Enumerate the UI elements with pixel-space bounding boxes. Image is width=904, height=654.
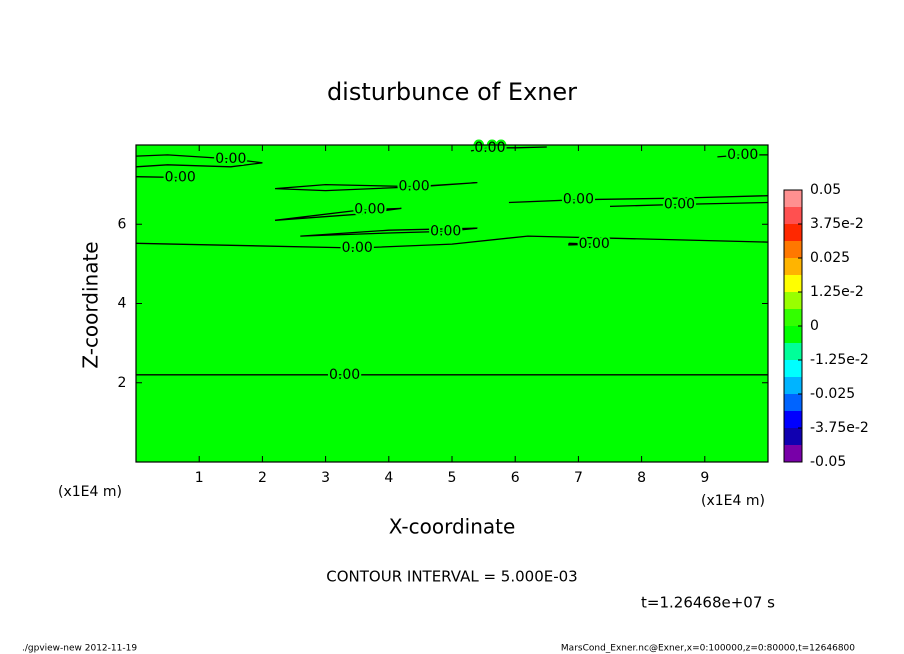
colorbar-band (784, 241, 802, 258)
chart-title: disturbunce of Exner (327, 78, 577, 106)
contour-line (508, 195, 769, 204)
contour-label: 0.00 (354, 202, 385, 218)
contour-label: 0.00 (727, 147, 758, 163)
y-tick-label: 4 (118, 296, 127, 312)
colorbar-band (784, 275, 802, 292)
x-tick-label: 1 (195, 470, 204, 486)
contour-label: 0.00 (563, 192, 594, 208)
contour-label: 0.00 (430, 223, 461, 239)
colorbar-band (784, 394, 802, 411)
colorbar-band (784, 309, 802, 326)
y-tick-label: 2 (118, 375, 127, 391)
colorbar-band (784, 360, 802, 377)
plot-field (136, 145, 768, 462)
contour-label: 0.00 (579, 236, 610, 252)
contour-line (135, 154, 263, 168)
x-tick-label: 5 (448, 470, 457, 486)
footer-right: MarsCond_Exner.nc@Exner,x=0:100000,z=0:8… (561, 644, 855, 654)
contour-interval: CONTOUR INTERVAL = 5.000E-03 (326, 568, 577, 586)
colorbar-band (784, 411, 802, 428)
x-tick-label: 6 (511, 470, 520, 486)
contour-line (135, 235, 769, 249)
colorbar-band (784, 326, 802, 343)
colorbar-band (784, 428, 802, 445)
contour-label: 0.00 (329, 367, 360, 383)
x-tick-label: 7 (574, 470, 583, 486)
contour-line (135, 176, 181, 179)
contour-line (609, 201, 769, 208)
contour-line (470, 146, 547, 152)
x-tick-label: 3 (321, 470, 330, 486)
colorbar-tick-label: 0.025 (810, 250, 850, 266)
colorbar-tick-label: 0.05 (810, 182, 841, 198)
colorbar-band (784, 258, 802, 275)
x-tick-label: 2 (258, 470, 267, 486)
contour-label: 0.00 (398, 179, 429, 195)
contour-line (300, 227, 478, 237)
contour-line (717, 154, 768, 158)
colorbar-band (784, 292, 802, 309)
colorbar-band (784, 445, 802, 462)
colorbar-tick-label: -3.75e-2 (810, 420, 869, 436)
contour-line (568, 242, 595, 246)
x-unit-left: (x1E4 m) (58, 484, 122, 500)
contour-label: 0.00 (342, 240, 373, 256)
colorbar-tick-label: 1.25e-2 (810, 284, 864, 300)
colorbar-band (784, 207, 802, 224)
colorbar-tick-label: -0.05 (810, 454, 846, 470)
time-label: t=1.26468e+07 s (641, 594, 775, 612)
contour-label: 0.00 (474, 140, 505, 156)
y-tick-label: 6 (118, 216, 127, 232)
contour-label: 0.00 (664, 196, 695, 212)
colorbar-band (784, 190, 802, 207)
x-axis-label: X-coordinate (389, 515, 516, 539)
colorbar-band (784, 377, 802, 394)
x-tick-label: 4 (384, 470, 393, 486)
colorbar-band (784, 343, 802, 360)
colorbar-tick-label: -0.025 (810, 386, 855, 402)
x-tick-label: 9 (700, 470, 709, 486)
y-axis-label: Z-coordinate (79, 241, 103, 368)
colorbar-band (784, 224, 802, 241)
contour-line (274, 207, 402, 221)
contour-label: 0.00 (215, 151, 246, 167)
colorbar-tick-label: -1.25e-2 (810, 352, 869, 368)
x-unit-right: (x1E4 m) (701, 493, 765, 509)
colorbar-tick-label: 3.75e-2 (810, 216, 864, 232)
contour-label: 0.00 (165, 169, 196, 185)
footer-left: ./gpview-new 2012-11-19 (22, 644, 137, 654)
x-tick-label: 8 (637, 470, 646, 486)
colorbar-tick-label: 0 (810, 318, 819, 334)
contour-line (274, 181, 478, 192)
